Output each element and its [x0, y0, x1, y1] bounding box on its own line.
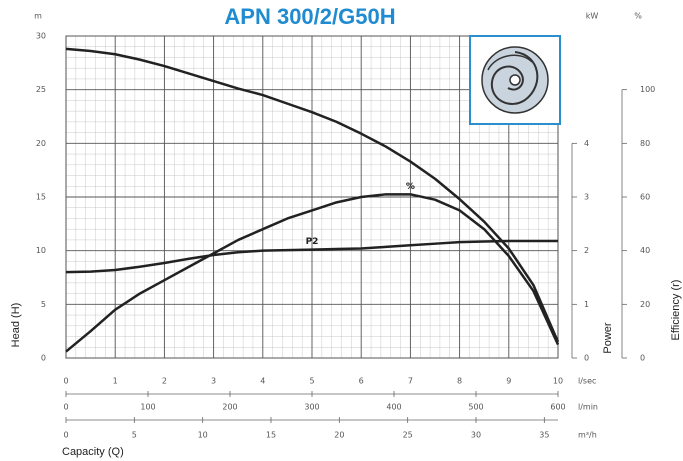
y3-tick-label: 80 — [640, 139, 650, 148]
x-tick-label: 600 — [550, 403, 565, 412]
y-tick-label: 10 — [36, 246, 46, 255]
y-tick-label: 20 — [36, 139, 46, 148]
y2-unit: kW — [586, 12, 599, 21]
x-unit: m³/h — [578, 431, 597, 440]
y2-tick-label: 2 — [584, 246, 589, 255]
x-tick-label: 35 — [539, 431, 549, 440]
x-tick-label: 7 — [408, 377, 413, 386]
x-tick-label: 100 — [140, 403, 155, 412]
y3-tick-label: 40 — [640, 246, 650, 255]
x-tick-label: 2 — [162, 377, 167, 386]
y3-unit: % — [634, 12, 642, 21]
x-tick-label: 10 — [198, 431, 208, 440]
x-tick-label: 4 — [260, 377, 265, 386]
impeller-hub — [509, 74, 521, 86]
x-tick-label: 500 — [468, 403, 483, 412]
x-tick-label: 0 — [63, 377, 68, 386]
y-tick-label: 15 — [36, 193, 46, 202]
y-label: Head (H) — [10, 303, 22, 348]
y-tick-label: 5 — [41, 300, 46, 309]
y3-tick-label: 20 — [640, 300, 650, 309]
x-tick-label: 8 — [457, 377, 462, 386]
x-unit: l/min — [578, 403, 598, 412]
x-tick-label: 10 — [553, 377, 563, 386]
pump-image — [469, 35, 561, 125]
y2-tick-label: 3 — [584, 193, 589, 202]
chart-title: APN 300/2/G50H — [224, 4, 395, 29]
curve — [65, 193, 560, 353]
x-tick-label: 300 — [304, 403, 319, 412]
y-tick-label: 30 — [36, 32, 46, 41]
x-unit: l/sec — [578, 377, 596, 386]
y2-tick-label: 0 — [584, 354, 589, 363]
x-tick-label: 30 — [471, 431, 481, 440]
x-tick-label: 5 — [132, 431, 137, 440]
x-tick-label: 25 — [403, 431, 413, 440]
y3-tick-label: 100 — [640, 85, 655, 94]
y3-label: Efficiency (r) — [670, 280, 682, 341]
curve — [65, 47, 560, 343]
y2-tick-label: 1 — [584, 300, 589, 309]
impeller-vane — [490, 51, 539, 105]
y-tick-label: 0 — [41, 354, 46, 363]
x-tick-label: 5 — [309, 377, 314, 386]
curve — [65, 239, 558, 274]
y3-tick-label: 60 — [640, 193, 650, 202]
y-unit: m — [34, 12, 42, 21]
x-tick-label: 400 — [386, 403, 401, 412]
x-tick-label: 1 — [113, 377, 118, 386]
curve-label: % — [406, 182, 415, 192]
x-tick-label: 0 — [63, 431, 68, 440]
x-tick-label: 9 — [506, 377, 511, 386]
x-tick-label: 0 — [63, 403, 68, 412]
curve-label: P2 — [306, 237, 319, 247]
y2-label: Power — [602, 322, 614, 354]
y-tick-label: 25 — [36, 85, 46, 94]
x-tick-label: 200 — [222, 403, 237, 412]
x-tick-label: 15 — [266, 431, 276, 440]
x-tick-label: 3 — [211, 377, 216, 386]
x-label: Capacity (Q) — [62, 446, 124, 458]
x-tick-label: 6 — [359, 377, 364, 386]
y2-tick-label: 4 — [584, 139, 589, 148]
x-tick-label: 20 — [334, 431, 344, 440]
impeller-vane — [487, 54, 533, 71]
y3-tick-label: 0 — [640, 354, 645, 363]
